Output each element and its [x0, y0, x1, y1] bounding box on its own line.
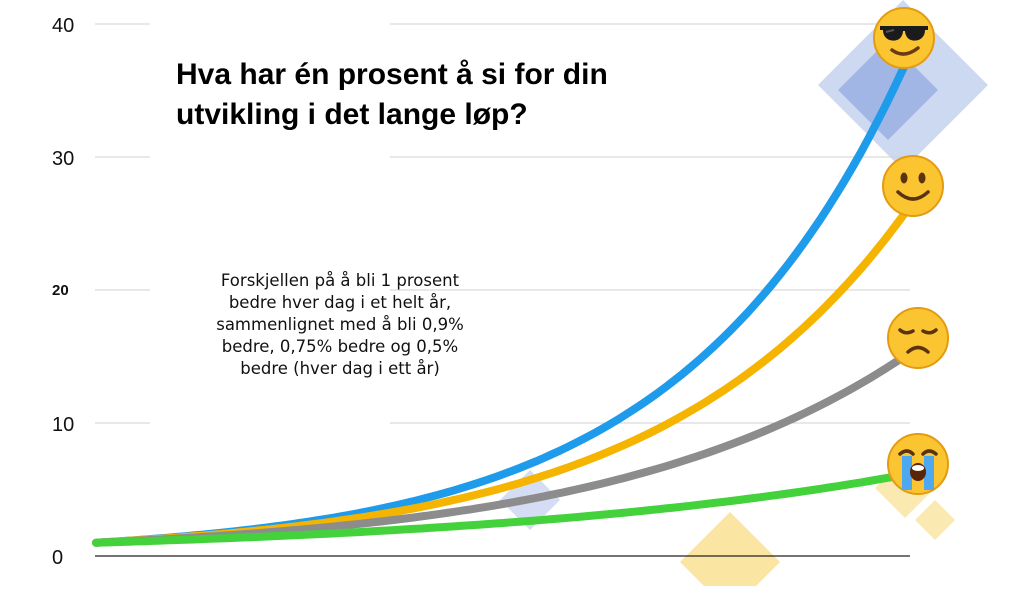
crying-face-icon	[887, 433, 949, 495]
annotation-line-4: bedre, 0,75% bedre og 0,5%	[221, 337, 459, 356]
annotation-line-3: sammenlignet med å bli 0,9%	[216, 315, 464, 334]
title-line-2: utvikling i det lange løp?	[176, 98, 528, 131]
chart-title: Hva har én prosent å si for din utviklin…	[176, 55, 736, 135]
decor-diamond-5	[915, 500, 955, 540]
annotation-line-2: bedre hver dag i et helt år,	[228, 293, 452, 312]
y-tick-labels: 0 10 20 30 40	[52, 15, 74, 569]
series-line-2	[92, 348, 914, 547]
annotation-line-1: Forskjellen på å bli 1 prosent	[220, 271, 460, 290]
y-tick-label-20: 20	[52, 282, 69, 299]
decorative-diamonds	[500, 0, 988, 591]
y-tick-label-10: 10	[52, 414, 74, 436]
sunglasses-face-icon	[873, 7, 935, 69]
y-tick-label-40: 40	[52, 15, 74, 37]
y-tick-label-0: 0	[52, 547, 63, 569]
decor-diamond-0	[818, 0, 988, 170]
title-line-1: Hva har én prosent å si for din	[176, 58, 608, 91]
smiling-face-icon	[882, 155, 944, 217]
decor-diamond-3	[680, 512, 780, 591]
annotation-text: Forskjellen på å bli 1 prosent bedre hve…	[200, 270, 480, 380]
series-line-3	[92, 469, 914, 547]
series-lines	[92, 49, 914, 547]
y-tick-label-30: 30	[52, 148, 74, 170]
gridlines	[95, 23, 910, 557]
annotation-line-5: bedre (hver dag i ett år)	[240, 359, 440, 378]
disappointed-face-icon	[887, 307, 949, 369]
